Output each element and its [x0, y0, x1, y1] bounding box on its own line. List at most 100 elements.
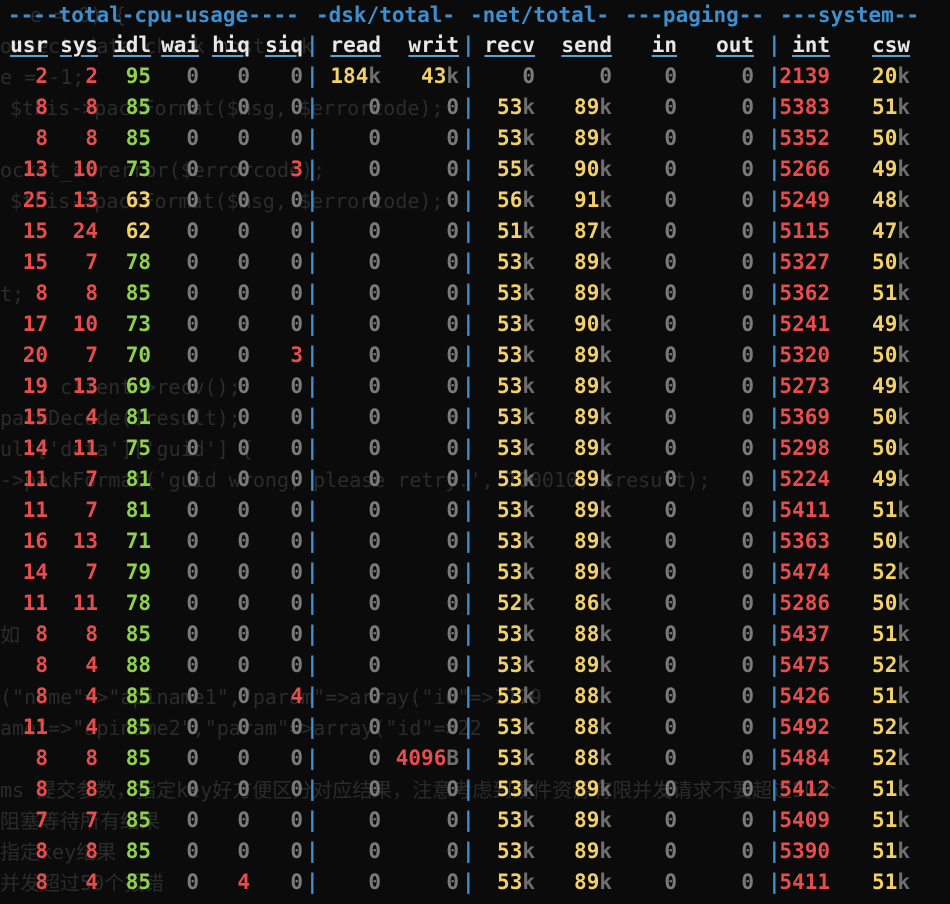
cell-send: 89k [574, 777, 612, 801]
cell-int: 5474 [779, 560, 830, 584]
cell-sys: 8 [85, 622, 98, 646]
cell-wai: 0 [186, 157, 199, 181]
table-row: 19 13 69 0 0 0 0 0 53k 89k 0 0 5273 49k | | | [0, 371, 950, 402]
cell-csw: 51k [872, 281, 910, 305]
column-separator: | [462, 157, 475, 181]
cell-read: 0 [368, 777, 381, 801]
cell-wai: 0 [186, 529, 199, 553]
cell-recv: 53k [497, 560, 535, 584]
cell-csw: 52k [872, 560, 910, 584]
cell-hiq: 0 [237, 405, 250, 429]
cell-in: 0 [664, 839, 677, 863]
cell-wai: 0 [186, 126, 199, 150]
cell-send: 88k [574, 684, 612, 708]
cell-usr: 7 [35, 808, 48, 832]
cell-sys: 4 [85, 715, 98, 739]
cell-recv: 53k [497, 498, 535, 522]
cell-recv: 51k [497, 219, 535, 243]
cell-writ: 0 [446, 312, 459, 336]
column-header-read: read [330, 33, 381, 57]
cell-wai: 0 [186, 343, 199, 367]
cell-writ: 0 [446, 467, 459, 491]
cell-int: 5492 [779, 715, 830, 739]
column-separator: | [462, 622, 475, 646]
cell-wai: 0 [186, 219, 199, 243]
cell-recv: 53k [497, 715, 535, 739]
cell-siq: 0 [290, 281, 303, 305]
column-separator: | [306, 405, 319, 429]
background-code-line: ult['data']['guid'] { [0, 437, 253, 461]
column-separator: | [768, 870, 781, 894]
column-separator: | [768, 374, 781, 398]
cell-out: 0 [741, 281, 754, 305]
column-separator: | [768, 560, 781, 584]
column-separator: | [462, 436, 475, 460]
column-separator: | [462, 219, 475, 243]
cell-hiq: 0 [237, 498, 250, 522]
cell-read: 0 [368, 498, 381, 522]
column-separator: | [462, 250, 475, 274]
cell-hiq: 0 [237, 529, 250, 553]
cell-int: 5286 [779, 591, 830, 615]
cell-siq: 0 [290, 188, 303, 212]
cell-int: 5363 [779, 529, 830, 553]
cell-int: 5475 [779, 653, 830, 677]
cell-out: 0 [741, 622, 754, 646]
cell-wai: 0 [186, 870, 199, 894]
column-separator: | [306, 870, 319, 894]
column-separator: | [306, 808, 319, 832]
cell-int: 5412 [779, 777, 830, 801]
cell-wai: 0 [186, 374, 199, 398]
cell-idl: 85 [125, 622, 151, 646]
background-code-line: 阻塞等待所有结果 [0, 809, 160, 833]
cell-recv: 53k [497, 405, 535, 429]
column-separator: | [306, 64, 319, 88]
cell-sys: 4 [85, 405, 98, 429]
cell-read: 0 [368, 157, 381, 181]
cell-read: 0 [368, 281, 381, 305]
cell-send: 89k [574, 250, 612, 274]
cell-in: 0 [664, 157, 677, 181]
cell-writ: 0 [446, 653, 459, 677]
group-paging: ---paging-- [625, 3, 765, 27]
column-separator: | [462, 591, 475, 615]
cell-in: 0 [664, 498, 677, 522]
column-separator: | [462, 746, 475, 770]
background-code-line: $this->packFormat($msg, $errorcode); [10, 189, 444, 213]
column-separator: | [306, 560, 319, 584]
cell-siq: 0 [290, 560, 303, 584]
cell-idl: 78 [125, 250, 151, 274]
cell-sys: 8 [85, 746, 98, 770]
cell-wai: 0 [186, 808, 199, 832]
table-row: 8 8 85 0 0 0 0 0 53k 89k 0 0 5412 51k | | | [0, 774, 950, 805]
cell-send: 89k [574, 839, 612, 863]
group-header-row: ----total-cpu-usage---- -dsk/total- -net… [0, 0, 950, 31]
cell-in: 0 [664, 250, 677, 274]
cell-out: 0 [741, 467, 754, 491]
column-separator: | [306, 33, 319, 57]
table-row: 8 8 85 0 0 0 0 0 53k 89k 0 0 5390 51k | | | [0, 836, 950, 867]
cell-in: 0 [664, 684, 677, 708]
cell-idl: 62 [125, 219, 151, 243]
column-header-wai: wai [161, 33, 199, 57]
cell-writ: 0 [446, 684, 459, 708]
cell-usr: 8 [35, 622, 48, 646]
cell-csw: 52k [872, 715, 910, 739]
column-separator: | [462, 312, 475, 336]
cell-out: 0 [741, 839, 754, 863]
cell-csw: 20k [872, 64, 910, 88]
cell-wai: 0 [186, 560, 199, 584]
column-separator: | [306, 746, 319, 770]
cell-int: 5327 [779, 250, 830, 274]
background-code-line: t; [0, 282, 25, 306]
cell-writ: 0 [446, 250, 459, 274]
cell-read: 0 [368, 622, 381, 646]
column-separator: | [306, 622, 319, 646]
cell-out: 0 [741, 188, 754, 212]
cell-idl: 70 [125, 343, 151, 367]
cell-siq: 0 [290, 591, 303, 615]
column-separator: | [462, 715, 475, 739]
table-row: 8 4 85 0 0 4 0 0 53k 88k 0 0 5426 51k | | | [0, 681, 950, 712]
cell-csw: 51k [872, 622, 910, 646]
background-code-line: ame"=>"apiname2","param"=>array("id"=>22 [0, 716, 482, 740]
